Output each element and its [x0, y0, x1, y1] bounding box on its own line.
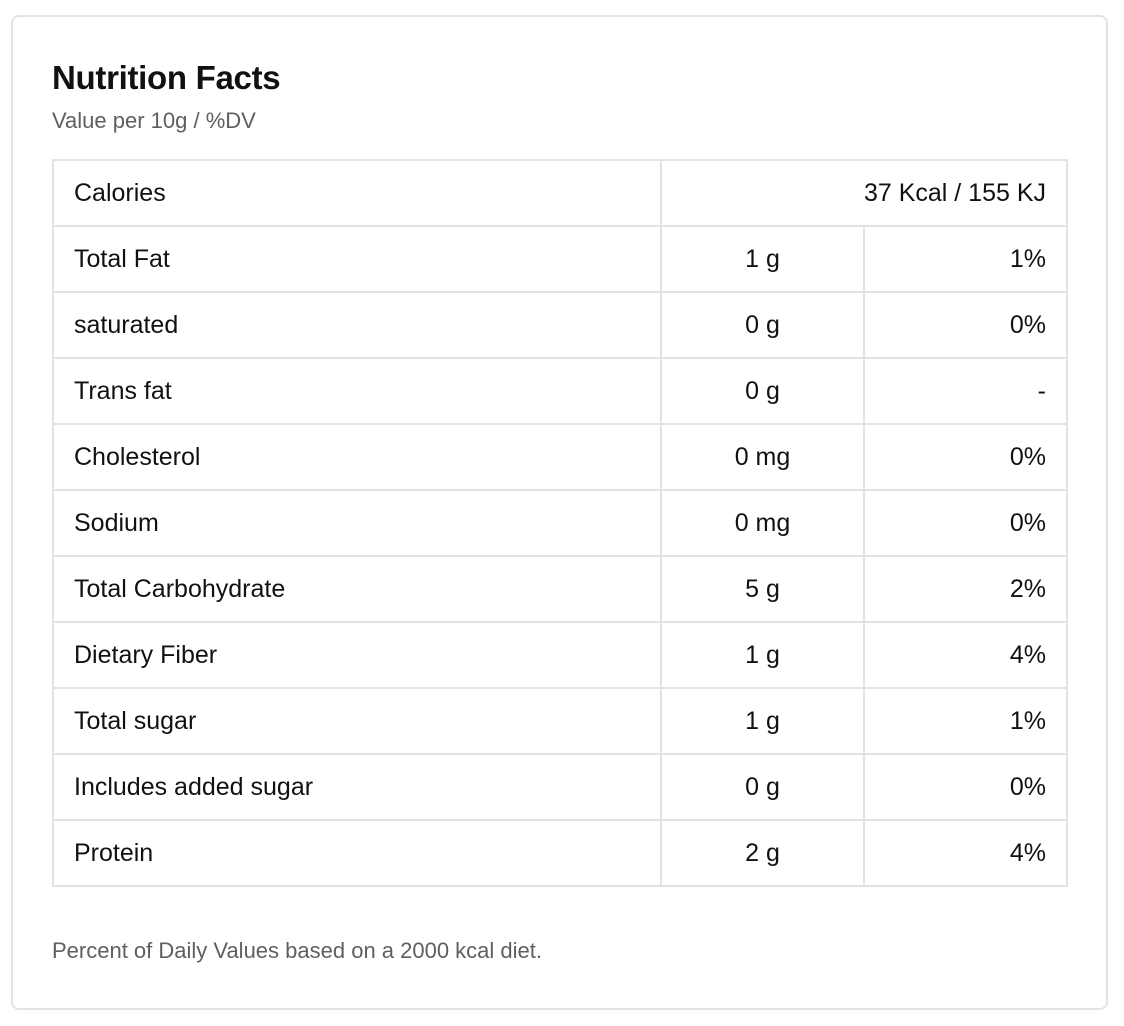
table-row: Includes added sugar 0 g 0%	[52, 753, 1068, 821]
nutrient-daily-value: 4%	[863, 819, 1068, 887]
nutrient-name: Protein	[52, 819, 662, 887]
nutrient-amount: 0 g	[660, 753, 865, 821]
table-row: Trans fat 0 g -	[52, 357, 1068, 425]
table-row: Cholesterol 0 mg 0%	[52, 423, 1068, 491]
nutrient-daily-value: 0%	[863, 489, 1068, 557]
nutrient-daily-value: -	[863, 357, 1068, 425]
table-row: Dietary Fiber 1 g 4%	[52, 621, 1068, 689]
nutrient-amount: 0 g	[660, 357, 865, 425]
nutrient-name: Dietary Fiber	[52, 621, 662, 689]
nutrient-amount: 1 g	[660, 225, 865, 293]
nutrition-subtitle: Value per 10g / %DV	[52, 108, 256, 133]
nutrient-daily-value: 4%	[863, 621, 1068, 689]
table-row: Total Carbohydrate 5 g 2%	[52, 555, 1068, 623]
table-row: Total sugar 1 g 1%	[52, 687, 1068, 755]
nutrient-amount: 2 g	[660, 819, 865, 887]
table-row: Total Fat 1 g 1%	[52, 225, 1068, 293]
nutrient-name: Total Carbohydrate	[52, 555, 662, 623]
nutrition-table: Calories 37 Kcal / 155 KJ Total Fat 1 g …	[52, 159, 1068, 887]
nutrient-name: Includes added sugar	[52, 753, 662, 821]
nutrient-daily-value: 0%	[863, 291, 1068, 359]
nutrient-name: Sodium	[52, 489, 662, 557]
nutrient-daily-value: 1%	[863, 687, 1068, 755]
nutrient-amount: 0 g	[660, 291, 865, 359]
nutrient-amount: 1 g	[660, 687, 865, 755]
nutrient-amount: 1 g	[660, 621, 865, 689]
table-row: Protein 2 g 4%	[52, 819, 1068, 887]
nutrient-name: Trans fat	[52, 357, 662, 425]
nutrient-name: Total sugar	[52, 687, 662, 755]
nutrient-daily-value: 2%	[863, 555, 1068, 623]
nutrient-name: Cholesterol	[52, 423, 662, 491]
nutrient-daily-value: 0%	[863, 753, 1068, 821]
nutrient-amount: 5 g	[660, 555, 865, 623]
nutrient-amount: 0 mg	[660, 489, 865, 557]
nutrient-name: saturated	[52, 291, 662, 359]
nutrient-daily-value: 0%	[863, 423, 1068, 491]
table-row: Sodium 0 mg 0%	[52, 489, 1068, 557]
nutrition-title: Nutrition Facts	[52, 59, 281, 96]
daily-value-footnote: Percent of Daily Values based on a 2000 …	[52, 938, 543, 963]
calories-value: 37 Kcal / 155 KJ	[660, 159, 1068, 227]
nutrient-amount: 0 mg	[660, 423, 865, 491]
calories-row: Calories 37 Kcal / 155 KJ	[52, 159, 1068, 227]
table-row: saturated 0 g 0%	[52, 291, 1068, 359]
nutrient-name: Total Fat	[52, 225, 662, 293]
nutrient-daily-value: 1%	[863, 225, 1068, 293]
calories-label: Calories	[52, 159, 662, 227]
